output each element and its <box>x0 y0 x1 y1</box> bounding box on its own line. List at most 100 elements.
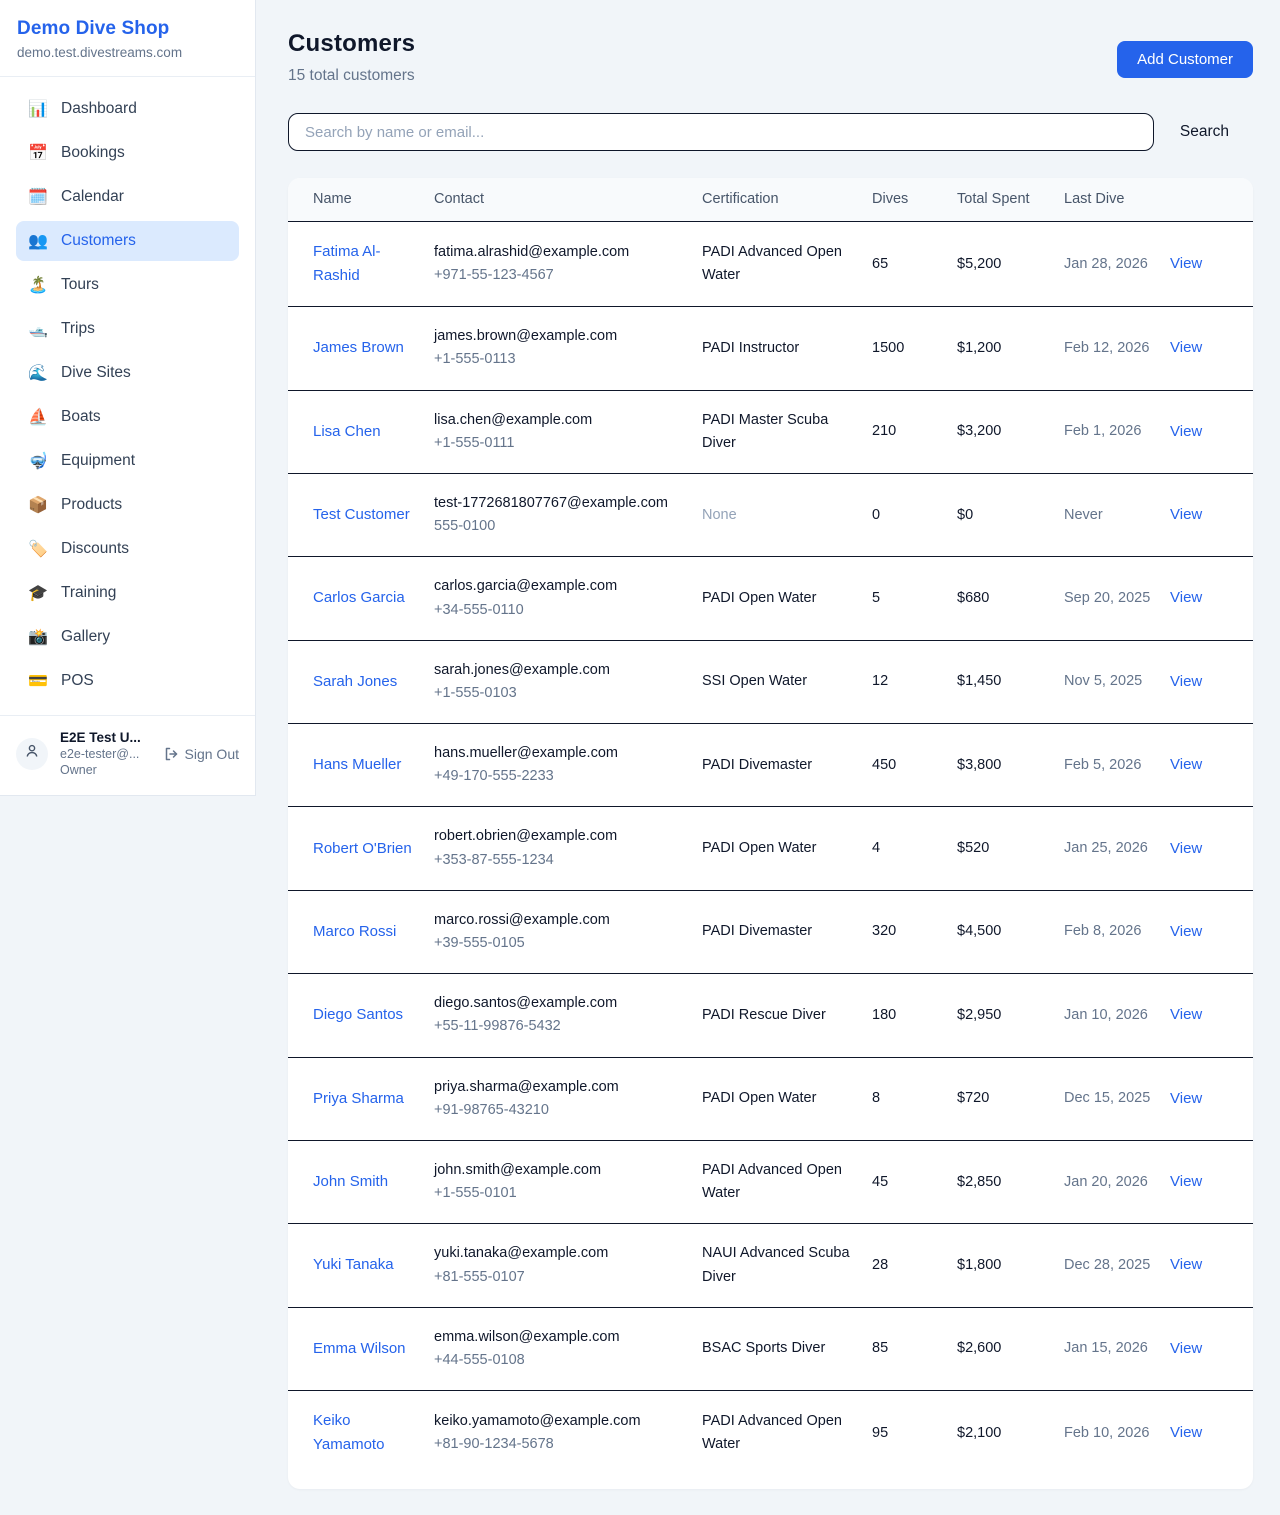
sidebar-item-bookings[interactable]: 📅 Bookings <box>16 133 239 173</box>
col-actions <box>1170 178 1253 223</box>
customer-name-link[interactable]: Fatima Al-Rashid <box>313 243 381 285</box>
customer-name-link[interactable]: Lisa Chen <box>313 422 381 440</box>
table-header: Name Contact Certification Dives Total S… <box>288 178 1253 223</box>
customer-email: marco.rossi@example.com <box>434 911 610 928</box>
sidebar-item-dive-sites[interactable]: 🌊 Dive Sites <box>16 353 239 393</box>
customer-name-link[interactable]: Hans Mueller <box>313 756 402 774</box>
customer-certification: PADI Advanced Open Water <box>702 243 842 284</box>
customer-email: yuki.tanaka@example.com <box>434 1245 609 1262</box>
view-customer-link[interactable]: View <box>1170 1173 1203 1191</box>
sidebar-item-gallery[interactable]: 📸 Gallery <box>16 617 239 657</box>
sidebar-item-equipment[interactable]: 🤿 Equipment <box>16 441 239 481</box>
customer-certification: NAUI Advanced Scuba Diver <box>702 1245 850 1285</box>
customer-dives: 85 <box>872 1340 889 1357</box>
customer-dives: 320 <box>872 923 897 940</box>
customer-phone: +91-98765-43210 <box>434 1101 549 1118</box>
user-name: E2E Test U... <box>60 730 141 745</box>
view-customer-link[interactable]: View <box>1170 1089 1203 1107</box>
customer-name-link[interactable]: Yuki Tanaka <box>313 1256 394 1274</box>
customer-total-spent: $520 <box>957 840 990 857</box>
view-customer-link[interactable]: View <box>1170 1006 1203 1024</box>
view-customer-link[interactable]: View <box>1170 1339 1203 1357</box>
sidebar-item-calendar[interactable]: 🗓️ Calendar <box>16 177 239 217</box>
customer-total-spent: $5,200 <box>957 255 1002 272</box>
customer-dives: 45 <box>872 1173 889 1190</box>
person-icon <box>24 743 40 764</box>
customer-last-dive: Sep 20, 2025 <box>1064 589 1151 606</box>
view-customer-link[interactable]: View <box>1170 589 1203 607</box>
customer-name-link[interactable]: John Smith <box>313 1173 389 1191</box>
sidebar-item-trips[interactable]: 🛥️ Trips <box>16 309 239 349</box>
customer-phone: +971-55-123-4567 <box>434 267 554 284</box>
customer-name-link[interactable]: Diego Santos <box>313 1006 404 1024</box>
customer-phone: +1-555-0113 <box>434 351 516 368</box>
view-customer-link[interactable]: View <box>1170 1256 1203 1274</box>
customer-name-link[interactable]: Robert O'Brien <box>313 839 412 857</box>
view-customer-link[interactable]: View <box>1170 756 1203 774</box>
col-dives: Dives <box>872 178 957 223</box>
sidebar: Demo Dive Shop demo.test.divestreams.com… <box>0 0 256 796</box>
col-certification: Certification <box>702 178 872 223</box>
customer-name-link[interactable]: Keiko Yamamoto <box>313 1412 385 1454</box>
customer-last-dive: Jan 15, 2026 <box>1064 1340 1148 1357</box>
sidebar-item-label: Products <box>61 496 123 513</box>
customer-last-dive: Jan 28, 2026 <box>1064 255 1148 272</box>
view-customer-link[interactable]: View <box>1170 422 1203 440</box>
customer-name-link[interactable]: Marco Rossi <box>313 922 397 940</box>
view-customer-link[interactable]: View <box>1170 922 1203 940</box>
table-row: Hans Mueller hans.mueller@example.com +4… <box>288 723 1253 808</box>
sidebar-item-discounts[interactable]: 🏷️ Discounts <box>16 529 239 569</box>
sidebar-item-tours[interactable]: 🏝️ Tours <box>16 265 239 305</box>
view-customer-link[interactable]: View <box>1170 839 1203 857</box>
customer-name-link[interactable]: Emma Wilson <box>313 1339 406 1357</box>
sidebar-item-label: Dashboard <box>61 100 137 117</box>
equipment-icon: 🤿 <box>28 453 48 470</box>
customer-name-link[interactable]: Sarah Jones <box>313 672 398 690</box>
sidebar-item-label: Customers <box>61 232 136 249</box>
sidebar-item-products[interactable]: 📦 Products <box>16 485 239 525</box>
view-customer-link[interactable]: View <box>1170 339 1203 357</box>
customer-email: sarah.jones@example.com <box>434 661 610 678</box>
sidebar-item-customers[interactable]: 👥 Customers <box>16 221 239 261</box>
customer-certification: PADI Master Scuba Diver <box>702 411 829 451</box>
col-contact: Contact <box>434 178 702 223</box>
view-customer-link[interactable]: View <box>1170 506 1203 524</box>
customer-total-spent: $2,850 <box>957 1173 1002 1190</box>
customer-phone: +49-170-555-2233 <box>434 768 554 785</box>
sidebar-item-pos[interactable]: 💳 POS <box>16 661 239 701</box>
customer-total-spent: $680 <box>957 589 990 606</box>
customer-name-link[interactable]: Priya Sharma <box>313 1089 404 1107</box>
customer-certification: PADI Open Water <box>702 1090 817 1107</box>
customer-name-link[interactable]: James Brown <box>313 339 404 357</box>
customer-name-link[interactable]: Carlos Garcia <box>313 589 405 607</box>
sidebar-item-training[interactable]: 🎓 Training <box>16 573 239 613</box>
user-info: E2E Test U... e2e-tester@... Owner <box>60 730 151 777</box>
customer-last-dive: Feb 1, 2026 <box>1064 423 1142 440</box>
page-header: Customers 15 total customers Add Custome… <box>288 30 1253 85</box>
customer-name-link[interactable]: Test Customer <box>313 506 410 524</box>
view-customer-link[interactable]: View <box>1170 255 1203 273</box>
view-customer-link[interactable]: View <box>1170 1424 1203 1442</box>
sidebar-item-label: Tours <box>61 276 99 293</box>
view-customer-link[interactable]: View <box>1170 672 1203 690</box>
add-customer-button[interactable]: Add Customer <box>1117 41 1253 78</box>
sidebar-item-label: Training <box>61 584 117 601</box>
search-button[interactable]: Search <box>1154 123 1253 141</box>
customer-phone: +81-90-1234-5678 <box>434 1436 554 1453</box>
customer-phone: +1-555-0103 <box>434 684 517 701</box>
customer-dives: 28 <box>872 1256 889 1273</box>
customer-table-body: Fatima Al-Rashid fatima.alrashid@example… <box>288 221 1253 1476</box>
customer-total-spent: $3,800 <box>957 756 1002 773</box>
dashboard-icon: 📊 <box>28 101 48 118</box>
boats-icon: ⛵ <box>28 409 48 426</box>
sidebar-item-boats[interactable]: ⛵ Boats <box>16 397 239 437</box>
sidebar-item-label: Gallery <box>61 628 111 645</box>
search-input[interactable] <box>288 113 1154 151</box>
customer-certification: PADI Rescue Diver <box>702 1006 826 1023</box>
customer-last-dive: Dec 28, 2025 <box>1064 1256 1151 1273</box>
trips-icon: 🛥️ <box>28 321 48 338</box>
table-row: Robert O'Brien robert.obrien@example.com… <box>288 806 1253 891</box>
sign-out-button[interactable]: Sign Out <box>163 746 239 762</box>
sidebar-item-dashboard[interactable]: 📊 Dashboard <box>16 89 239 129</box>
sign-out-icon <box>163 746 179 762</box>
